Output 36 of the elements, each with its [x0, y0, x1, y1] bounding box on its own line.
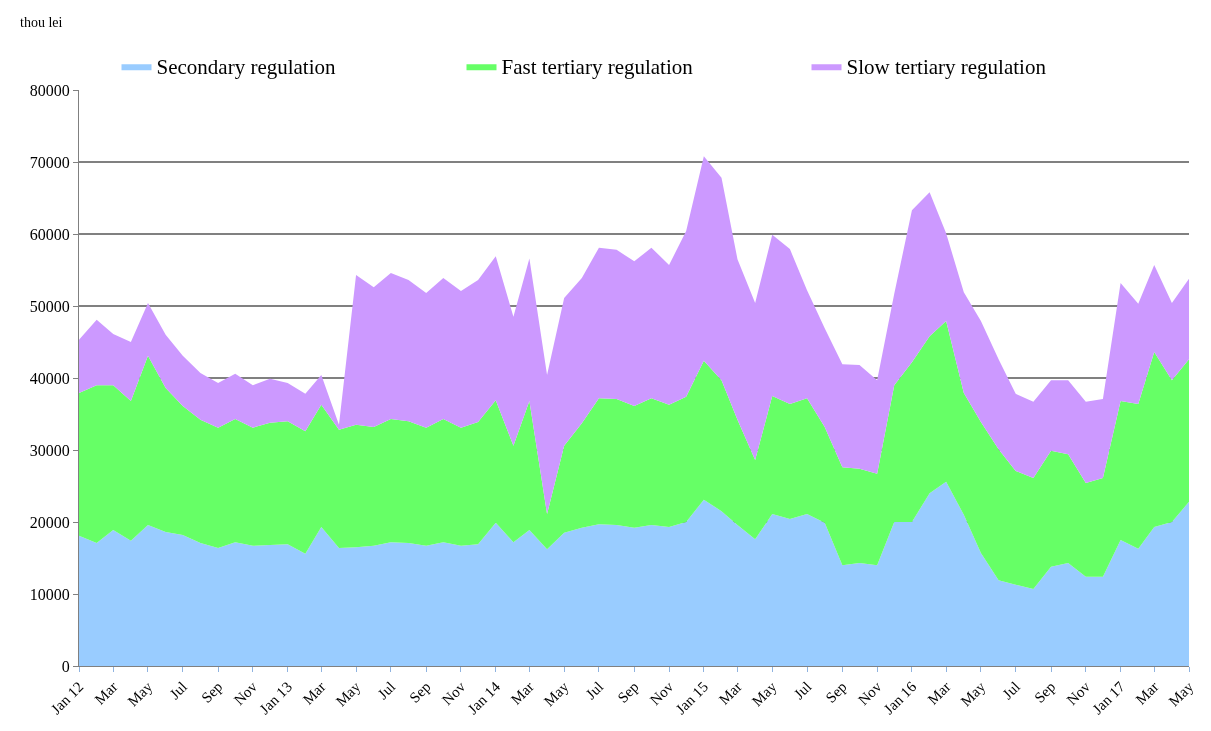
- x-tick-label: Mar: [299, 678, 329, 708]
- y-tick-label: 60000: [29, 225, 70, 243]
- x-tick-label: Sep: [406, 678, 434, 706]
- x-tick-label: May: [124, 678, 156, 710]
- x-tick-label: May: [957, 678, 989, 710]
- x-tick-label: Mar: [924, 678, 954, 708]
- y-tick-label: 20000: [29, 513, 70, 531]
- x-tick-label: May: [1165, 678, 1197, 710]
- y-tick-label: 30000: [29, 441, 70, 459]
- x-tick-label: Jan 12: [47, 678, 87, 718]
- y-tick-label: 10000: [29, 585, 70, 603]
- legend-label: Fast tertiary regulation: [501, 55, 694, 80]
- y-tick-label: 50000: [29, 297, 70, 315]
- x-tick-label: Jul: [374, 678, 399, 703]
- y-axis-title: thou lei: [20, 15, 63, 30]
- y-tick-label: 40000: [29, 369, 70, 387]
- x-tick-label: Jul: [166, 678, 191, 703]
- x-tick-label: Mar: [715, 678, 745, 708]
- legend-label: Slow tertiary regulation: [846, 55, 1047, 80]
- x-tick-label: May: [540, 678, 572, 710]
- x-tick-label: May: [332, 678, 364, 710]
- y-tick-label: 0: [61, 657, 70, 675]
- x-tick-label: Sep: [1031, 678, 1059, 706]
- x-tick-label: Mar: [1132, 678, 1162, 708]
- x-tick-label: Sep: [822, 678, 850, 706]
- x-tick-label: Jul: [582, 678, 607, 703]
- legend-label: Secondary regulation: [156, 55, 337, 80]
- x-tick-label: Mar: [91, 678, 121, 708]
- x-tick-label: Sep: [198, 678, 226, 706]
- y-tick-label: 70000: [29, 153, 70, 171]
- x-tick-label: Mar: [507, 678, 537, 708]
- x-tick-label: Sep: [614, 678, 642, 706]
- x-tick-label: May: [748, 678, 781, 710]
- x-tick-label: Jul: [790, 678, 815, 703]
- x-tick-label: Jul: [999, 678, 1024, 703]
- y-tick-label: 80000: [29, 81, 70, 99]
